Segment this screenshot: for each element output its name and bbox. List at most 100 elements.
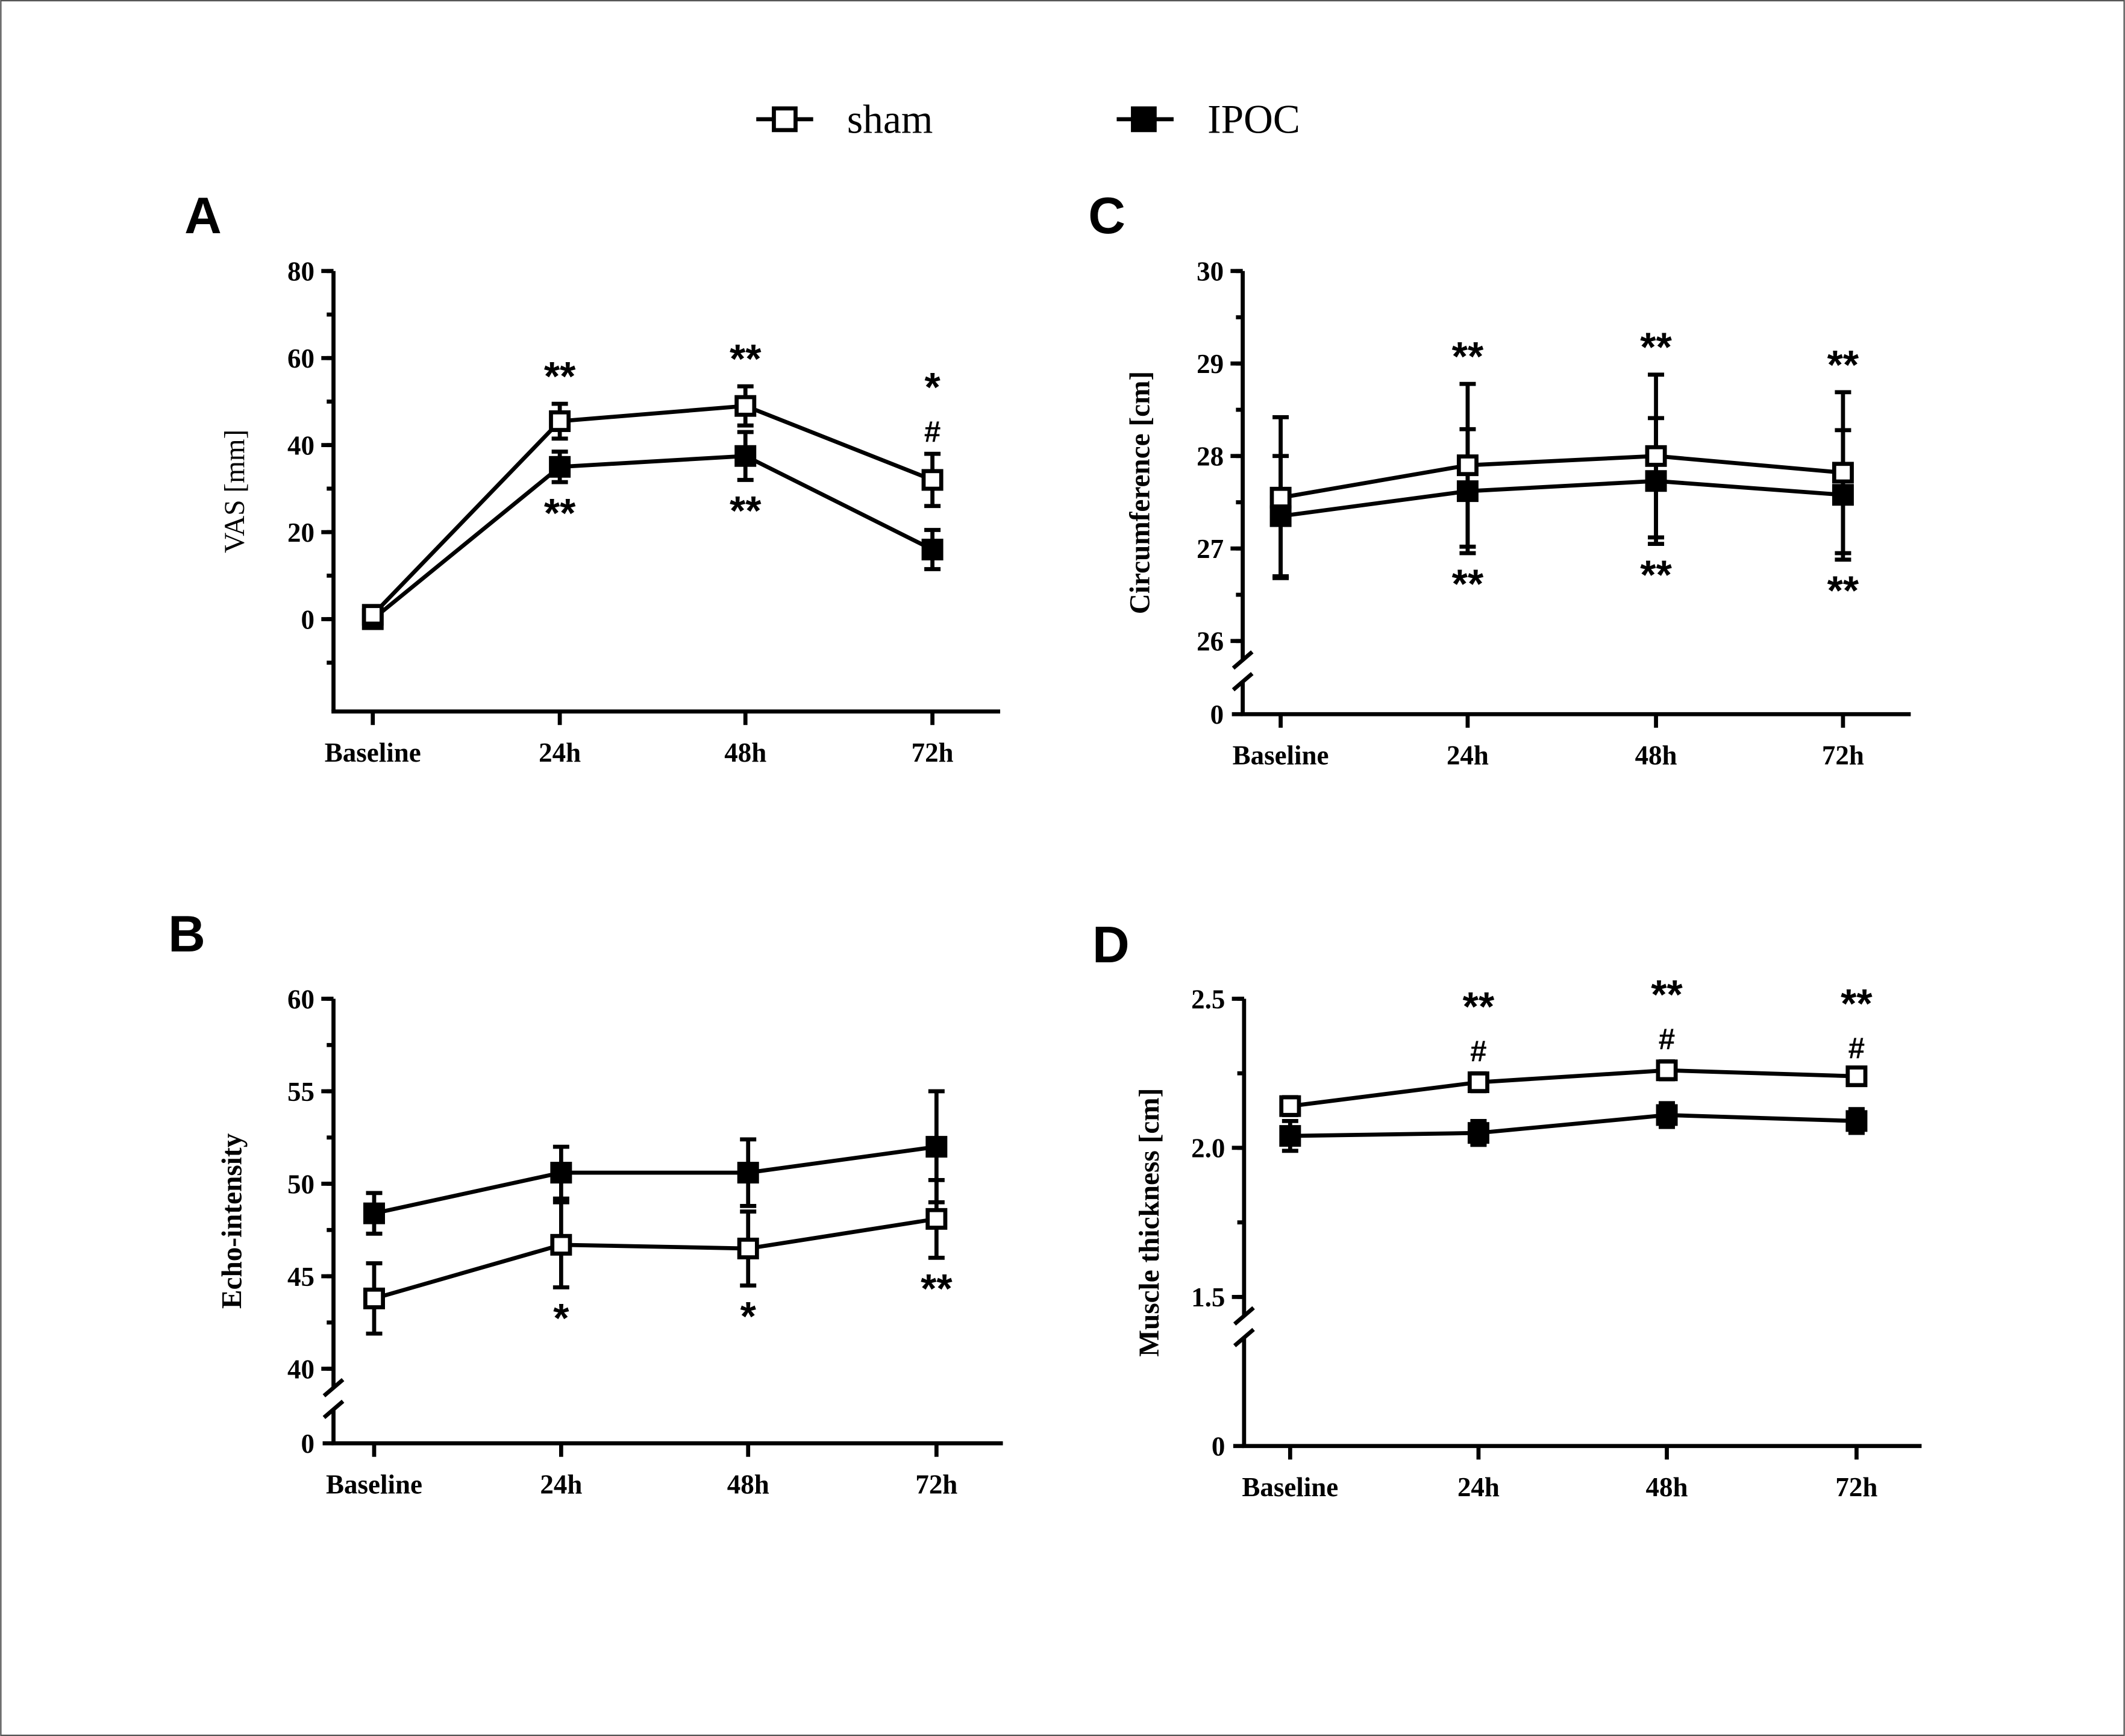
y-tick-label: 30 bbox=[1197, 257, 1224, 287]
data-point bbox=[1279, 1125, 1301, 1147]
significance-marker: ** bbox=[921, 1267, 953, 1312]
series-ipoc bbox=[1279, 1101, 1868, 1153]
significance-marker: ** bbox=[1463, 985, 1495, 1030]
data-point bbox=[1467, 1071, 1489, 1094]
y-tick-label: 28 bbox=[1197, 442, 1224, 472]
y-tick-label: 40 bbox=[287, 1354, 315, 1384]
data-point bbox=[1832, 462, 1854, 484]
x-tick-label: 72h bbox=[912, 738, 954, 768]
legend: sham IPOC bbox=[756, 96, 1300, 142]
significance-marker: ** bbox=[1827, 568, 1859, 613]
x-tick-label: Baseline bbox=[1233, 740, 1329, 770]
x-tick-label: 48h bbox=[724, 738, 766, 768]
panel-letter: A bbox=[184, 187, 222, 245]
y-tick-label: 60 bbox=[287, 343, 315, 374]
legend-label-ipoc: IPOC bbox=[1207, 96, 1300, 142]
significance-marker: ** bbox=[1452, 334, 1484, 380]
series-sham bbox=[363, 1178, 948, 1336]
x-tick-label: 24h bbox=[1447, 740, 1489, 770]
data-point bbox=[549, 456, 571, 478]
data-point bbox=[1845, 1065, 1868, 1088]
panel-letter: C bbox=[1088, 187, 1125, 245]
data-point bbox=[737, 1237, 759, 1259]
data-point bbox=[921, 539, 944, 560]
significance-marker: ** bbox=[1640, 553, 1672, 598]
y-tick-label: 20 bbox=[287, 518, 315, 548]
x-tick-label: 48h bbox=[727, 1469, 769, 1499]
significance-marker: ** bbox=[1827, 342, 1859, 387]
y-axis-label: VAS [mm] bbox=[219, 430, 251, 553]
y-tick-label: 60 bbox=[287, 984, 315, 1014]
data-point bbox=[925, 1136, 948, 1158]
data-point bbox=[363, 1202, 385, 1224]
panel-a: A 0 20 40 60 80 Baseline 24h 48h 72h VAS [mm] ** ** #… bbox=[184, 187, 1001, 768]
series-sham bbox=[1279, 1059, 1868, 1117]
y-tick-label: 26 bbox=[1197, 627, 1224, 657]
series-line bbox=[371, 404, 933, 616]
axis-break-mark bbox=[1231, 672, 1254, 692]
x-tick-label: 24h bbox=[1457, 1472, 1500, 1502]
series-ipoc bbox=[363, 1089, 948, 1236]
significance-marker: # bbox=[1470, 1035, 1487, 1068]
y-axis-label: Circumference [cm] bbox=[1124, 371, 1156, 614]
series-sham bbox=[361, 384, 944, 626]
y-tick-label: 27 bbox=[1197, 534, 1224, 564]
series-sham bbox=[1269, 372, 1854, 580]
y-tick-label: 45 bbox=[287, 1262, 315, 1292]
panel-d: D 0 1.5 2.0 2.5 Baseline 24h 48h 72h Muscle thick… bbox=[1092, 917, 1922, 1502]
data-point bbox=[1645, 445, 1667, 467]
y-tick-label: 0 bbox=[1212, 1431, 1225, 1461]
y-tick-label: 2.0 bbox=[1191, 1133, 1225, 1164]
axis-break-mark bbox=[322, 1399, 345, 1420]
significance-marker: ** bbox=[730, 337, 762, 382]
significance-marker: ** bbox=[544, 354, 576, 400]
legend-item-ipoc: IPOC bbox=[1116, 96, 1300, 142]
data-point bbox=[734, 445, 757, 467]
legend-label-sham: sham bbox=[847, 96, 933, 142]
series-line bbox=[371, 454, 934, 621]
data-point bbox=[1279, 1095, 1301, 1117]
series-line bbox=[1280, 454, 1844, 500]
significance-marker: # bbox=[924, 415, 941, 448]
open-square-icon bbox=[772, 106, 798, 133]
x-tick-label: 48h bbox=[1635, 740, 1677, 770]
axis-break-mark bbox=[1233, 1306, 1255, 1326]
data-point bbox=[361, 604, 384, 626]
significance-marker: ** bbox=[544, 490, 576, 536]
x-tick-label: 72h bbox=[915, 1469, 957, 1499]
series-line bbox=[1290, 1113, 1857, 1138]
x-tick-label: Baseline bbox=[1242, 1472, 1338, 1502]
data-point bbox=[1456, 454, 1479, 477]
panel-letter: D bbox=[1092, 917, 1130, 974]
axis-break-mark bbox=[1233, 1327, 1255, 1347]
y-tick-label: 50 bbox=[287, 1169, 315, 1199]
y-tick-label: 2.5 bbox=[1191, 984, 1225, 1014]
significance-marker: ** bbox=[1452, 562, 1484, 607]
significance-marker: ** bbox=[1651, 973, 1683, 1018]
filled-square-icon bbox=[1131, 106, 1157, 133]
y-tick-label: 0 bbox=[301, 604, 315, 635]
y-tick-label: 55 bbox=[287, 1077, 315, 1107]
y-tick-label: 29 bbox=[1197, 349, 1224, 379]
y-tick-label: 40 bbox=[287, 430, 315, 460]
x-tick-label: Baseline bbox=[325, 738, 421, 768]
y-tick-label: 80 bbox=[287, 257, 315, 287]
data-point bbox=[1656, 1104, 1678, 1126]
y-axis-label: Echo-intensity bbox=[217, 1133, 248, 1309]
panel-c: C 0 26 27 28 29 30 Baseline 24h 48h 72h Circumferen… bbox=[1088, 187, 1911, 770]
axis-break-mark bbox=[322, 1377, 345, 1398]
x-tick-label: 48h bbox=[1646, 1472, 1688, 1502]
x-tick-label: 24h bbox=[540, 1469, 582, 1499]
series-line bbox=[374, 1144, 937, 1215]
significance-marker: # bbox=[1659, 1023, 1676, 1056]
significance-marker: * bbox=[740, 1294, 757, 1340]
data-point bbox=[1656, 1059, 1678, 1082]
y-axis-label: Muscle thickness [cm] bbox=[1134, 1088, 1165, 1357]
data-point bbox=[921, 469, 944, 491]
data-point bbox=[550, 1233, 572, 1256]
series-line bbox=[374, 1217, 937, 1301]
axis-break-mark bbox=[1231, 650, 1254, 670]
